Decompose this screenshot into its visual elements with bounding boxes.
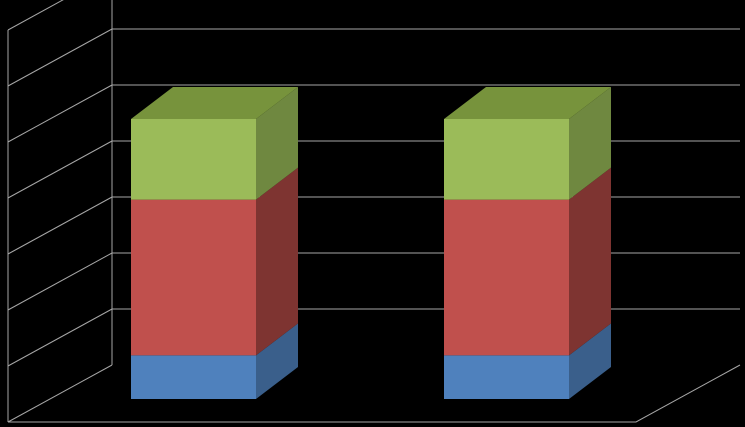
floor-left-edge: [7, 364, 113, 423]
bar-top-face: [131, 87, 298, 119]
sidewall-gridline: [7, 28, 113, 87]
bar-segment: [131, 355, 256, 399]
bar-top-face: [444, 87, 611, 119]
bar-segment: [444, 355, 569, 399]
sidewall-gridline: [7, 140, 113, 199]
sidewall-gridline: [7, 0, 64, 31]
sidewall-gridline: [7, 308, 113, 367]
bar-segment-side: [569, 87, 611, 200]
sidewall-gridline: [7, 196, 113, 255]
bar-segment: [131, 199, 256, 356]
bar-segment-side: [256, 167, 298, 356]
bar-segment-side: [256, 87, 298, 200]
bar-segment: [444, 199, 569, 356]
bar-segment: [131, 119, 256, 200]
bar-segment-side: [569, 167, 611, 356]
bars: [131, 87, 611, 399]
bar-segment-side: [256, 323, 298, 399]
bar-segment-side: [569, 323, 611, 399]
gridlines: [7, 0, 741, 423]
bar-segment: [444, 119, 569, 200]
sidewall-gridline: [7, 252, 113, 311]
floor-outline: [8, 364, 741, 423]
sidewall-gridline: [7, 84, 113, 143]
